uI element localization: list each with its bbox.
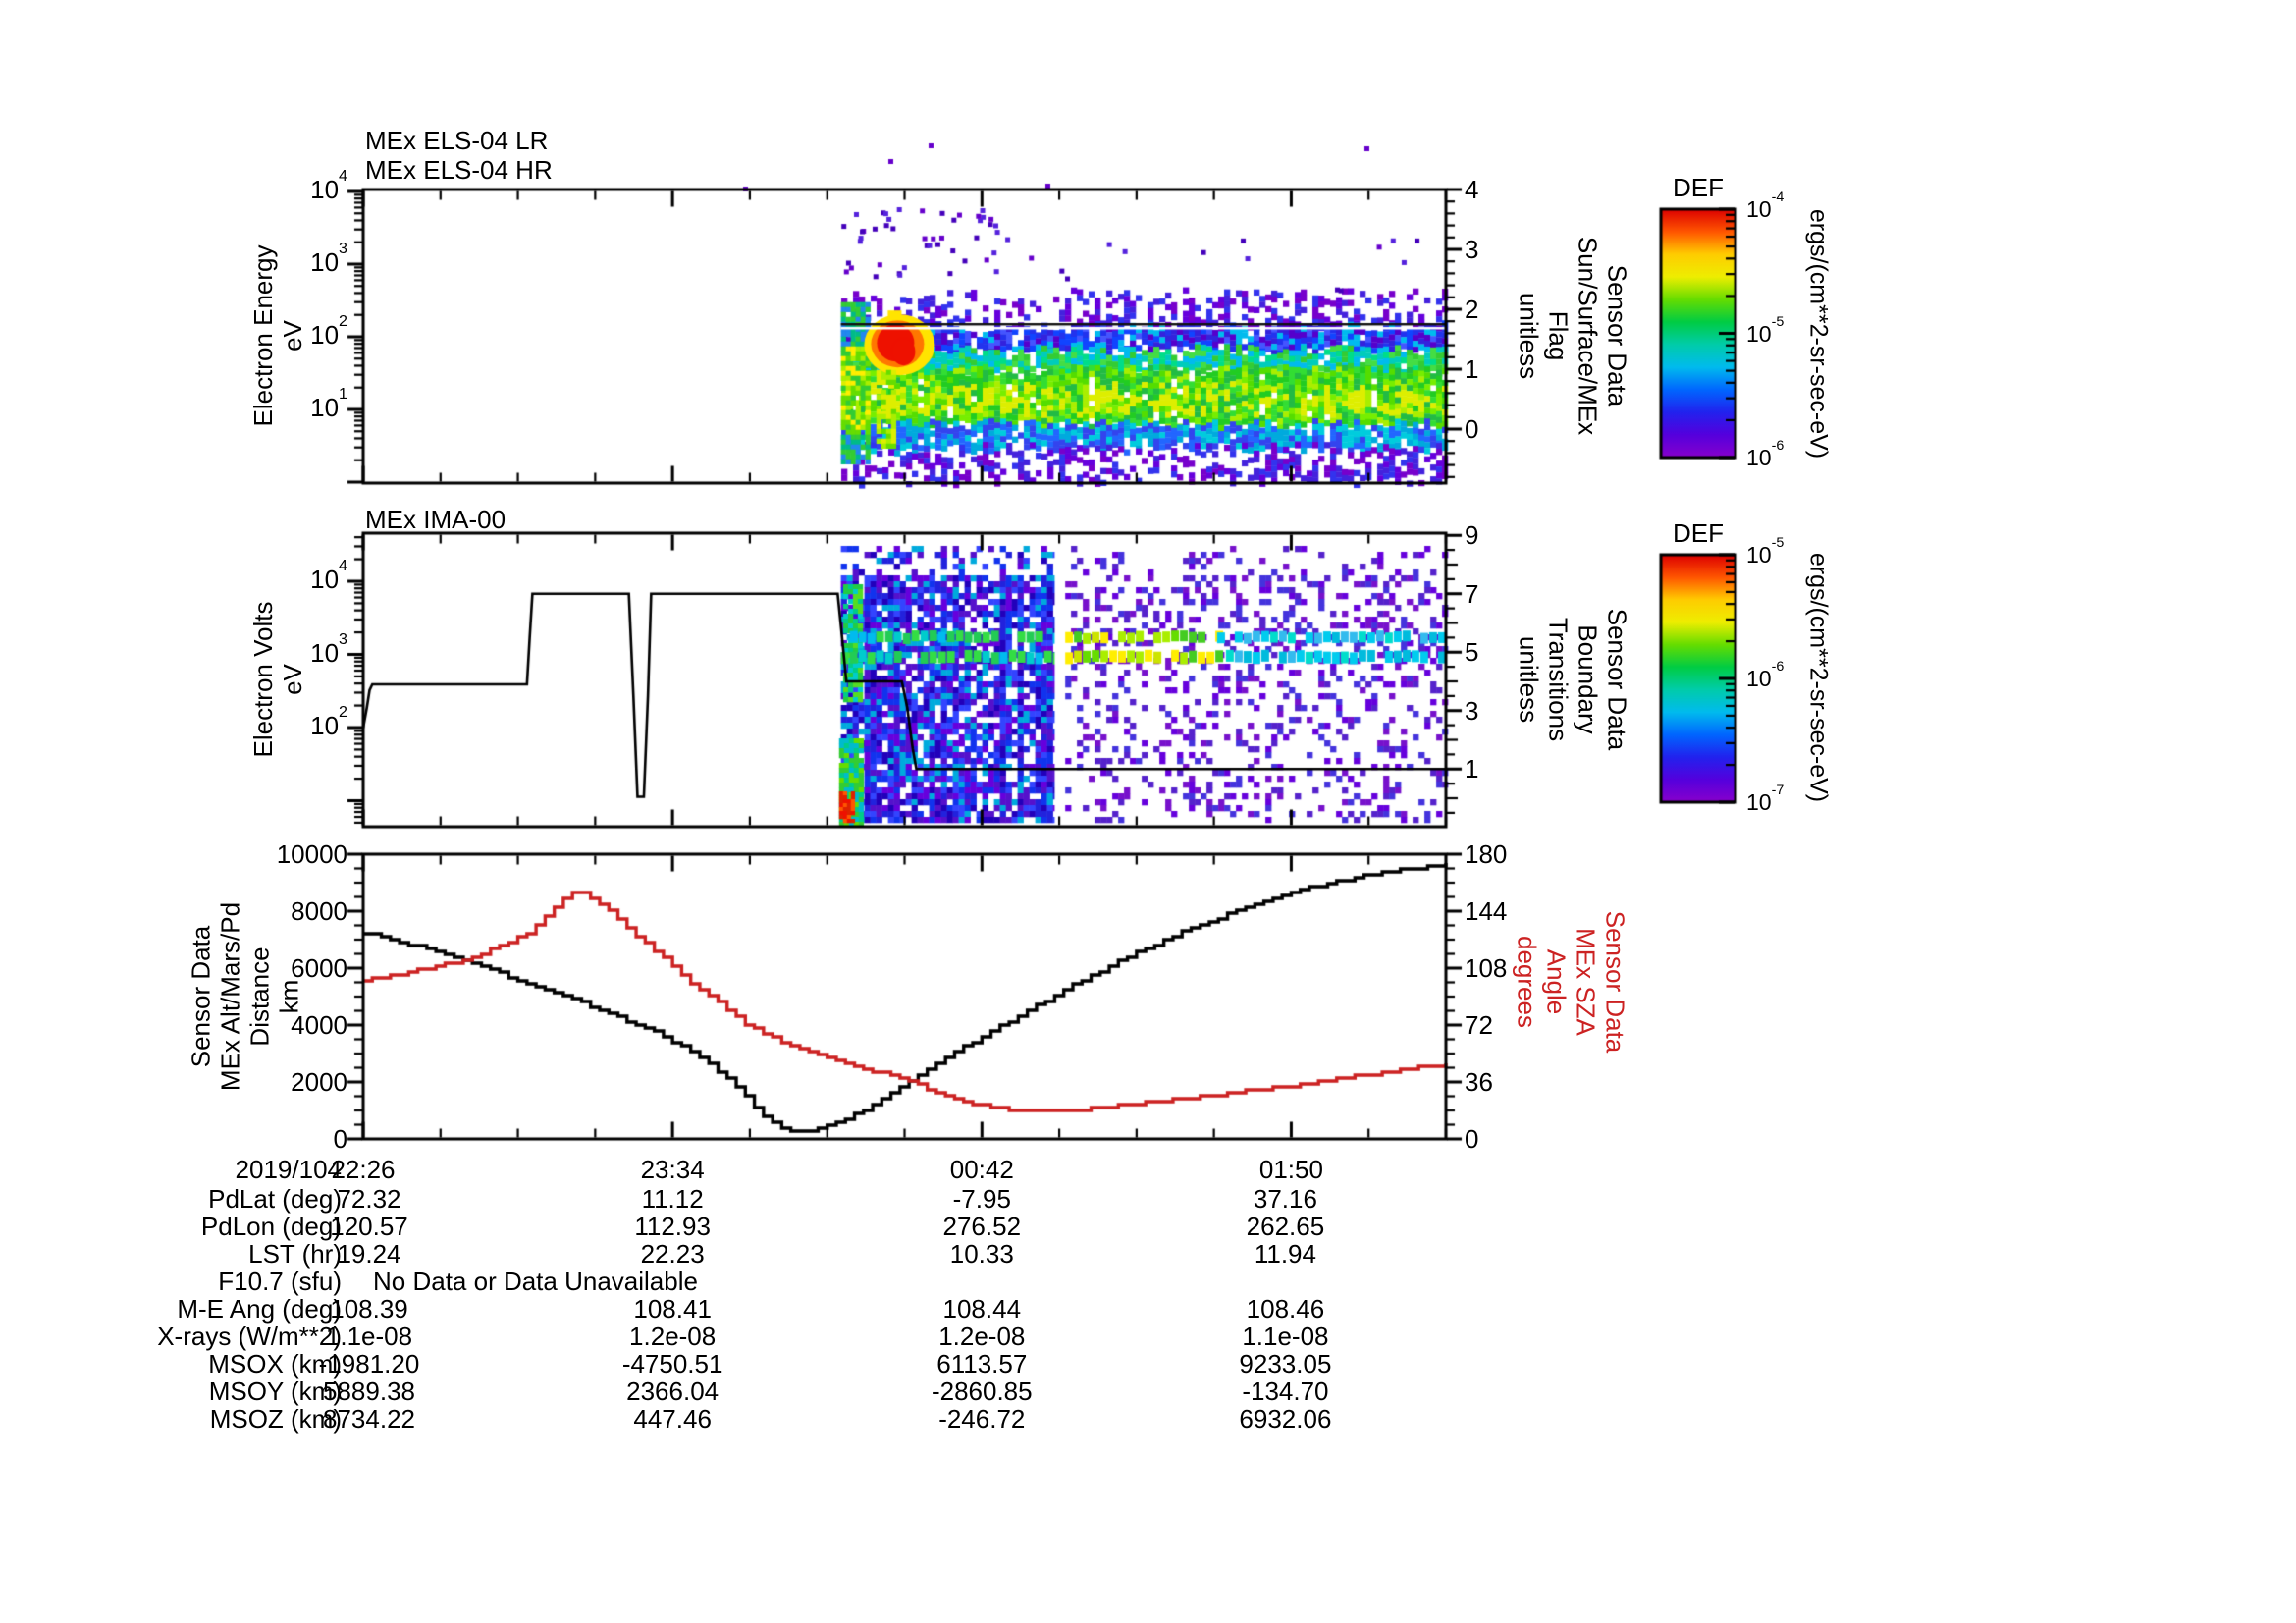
panel2-ytick-label: 104 bbox=[310, 557, 347, 594]
table-cell: 1.1e-08 bbox=[1242, 1322, 1329, 1351]
table-row-label: PdLat (deg) bbox=[208, 1184, 342, 1214]
panel3-right-tick-label: 144 bbox=[1465, 896, 1508, 926]
panel3-right-tick-label: 0 bbox=[1465, 1124, 1479, 1154]
table-cell: 6113.57 bbox=[936, 1349, 1028, 1379]
panel1-ytick-label: 103 bbox=[310, 240, 347, 277]
panel2-ytick-label: 102 bbox=[310, 703, 347, 740]
colorbar2-tick-label: 10-6 bbox=[1746, 659, 1785, 691]
panel1-title-line2: MEx ELS-04 HR bbox=[365, 155, 553, 185]
panel2-right-axis-label: Sensor Data Boundary Transitions unitles… bbox=[1513, 608, 1632, 751]
table-cell: 22.23 bbox=[640, 1239, 705, 1269]
table-row-label: MSOY (km) bbox=[208, 1377, 342, 1406]
panel1-right-tick-label: 4 bbox=[1465, 175, 1479, 204]
colorbar2-title: DEF bbox=[1673, 518, 1724, 548]
panel3-y-axis-label: Sensor Data MEx Alt/Mars/Pd Distance km bbox=[186, 901, 305, 1092]
table-cell: 276.52 bbox=[942, 1212, 1022, 1241]
panel1-right-axis-label: Sensor Data Sun/Surface/MEx Flag unitles… bbox=[1513, 236, 1632, 436]
panel1-right-tick-label: 0 bbox=[1465, 414, 1479, 444]
panel3-ytick-label: 6000 bbox=[291, 953, 347, 983]
table-row-label: X-rays (W/m**2) bbox=[157, 1322, 342, 1351]
panel2-ytick-label: 103 bbox=[310, 629, 347, 668]
panel1-right-tick-label: 1 bbox=[1465, 354, 1479, 384]
table-cell: 9233.05 bbox=[1239, 1349, 1332, 1379]
table-cell: 108.46 bbox=[1246, 1294, 1325, 1324]
date-label: 2019/104 bbox=[235, 1155, 342, 1184]
panel2-right-tick-label: 1 bbox=[1465, 754, 1479, 784]
panel2-right-tick-label: 9 bbox=[1465, 520, 1479, 551]
colorbar2-unit-label: ergs/(cm**2-sr-sec-eV) bbox=[1804, 552, 1833, 803]
table-cell: 37.16 bbox=[1253, 1184, 1317, 1214]
panel1-title-line1: MEx ELS-04 LR bbox=[365, 126, 549, 155]
table-row-label: LST (hr) bbox=[248, 1239, 342, 1269]
panel2-right-tick-label: 3 bbox=[1465, 695, 1479, 726]
table-row-label: F10.7 (sfu) bbox=[218, 1267, 342, 1296]
table-row-label: M-E Ang (deg) bbox=[177, 1294, 342, 1324]
colorbar2-tick-label: 10-5 bbox=[1746, 535, 1785, 568]
panel2-title: MEx IMA-00 bbox=[365, 505, 507, 534]
table-cell: -4750.51 bbox=[621, 1349, 723, 1379]
panel1-ytick-label: 102 bbox=[310, 312, 347, 350]
panel3-right-axis-label: Sensor Data MEx SZA Angle degrees bbox=[1511, 910, 1630, 1054]
table-cell: 112.93 bbox=[634, 1212, 711, 1241]
time-tick-label: 01:50 bbox=[1258, 1155, 1323, 1184]
colorbar1-tick-label: 10-4 bbox=[1746, 189, 1785, 222]
table-cell: 120.57 bbox=[330, 1212, 408, 1241]
panel1-right-tick-label: 3 bbox=[1465, 235, 1479, 264]
table-cell: -246.72 bbox=[938, 1404, 1026, 1434]
table-row-label: MSOX (km) bbox=[208, 1349, 342, 1379]
colorbar1-unit-label: ergs/(cm**2-sr-sec-eV) bbox=[1804, 208, 1833, 460]
table-row-label: MSOZ (km) bbox=[209, 1404, 342, 1434]
time-tick-label: 23:34 bbox=[640, 1155, 705, 1184]
table-cell: 1.2e-08 bbox=[629, 1322, 717, 1351]
time-tick-label: 22:26 bbox=[331, 1155, 396, 1184]
panel3-ytick-label: 4000 bbox=[291, 1010, 347, 1040]
table-cell: -2860.85 bbox=[931, 1377, 1033, 1406]
colorbar1-tick-label: 10-6 bbox=[1746, 438, 1785, 470]
panel3-right-tick-label: 108 bbox=[1465, 953, 1508, 983]
table-cell: 1.2e-08 bbox=[938, 1322, 1026, 1351]
panel3-ytick-label: 0 bbox=[333, 1124, 347, 1154]
table-cell: -7.95 bbox=[952, 1184, 1011, 1214]
panel3-ytick-label: 2000 bbox=[291, 1067, 347, 1097]
colorbar1-tick-label: 10-5 bbox=[1746, 313, 1785, 347]
panel3-right-tick-label: 36 bbox=[1465, 1067, 1493, 1097]
panel3-right-tick-label: 72 bbox=[1465, 1010, 1493, 1040]
panel1-ytick-label: 104 bbox=[310, 167, 347, 204]
table-row-label: PdLon (deg) bbox=[200, 1212, 342, 1241]
table-cell: 8734.22 bbox=[323, 1404, 415, 1434]
table-cell: 108.39 bbox=[330, 1294, 408, 1324]
table-cell: 108.41 bbox=[633, 1294, 712, 1324]
table-cell: 262.65 bbox=[1246, 1212, 1325, 1241]
no-data-message: No Data or Data Unavailable bbox=[373, 1267, 698, 1296]
time-tick-label: 00:42 bbox=[949, 1155, 1014, 1184]
panel3-ytick-label: 10000 bbox=[276, 839, 347, 869]
table-cell: 5889.38 bbox=[323, 1377, 415, 1406]
table-cell: -1981.20 bbox=[318, 1349, 420, 1379]
table-cell: 1.1e-08 bbox=[325, 1322, 413, 1351]
panel1-right-tick-label: 2 bbox=[1465, 295, 1479, 324]
panel1-ytick-label: 101 bbox=[310, 385, 347, 422]
panel2-right-tick-label: 7 bbox=[1465, 578, 1479, 609]
table-cell: 10.33 bbox=[949, 1239, 1014, 1269]
panel2-right-tick-label: 5 bbox=[1465, 637, 1479, 668]
table-cell: 19.24 bbox=[337, 1239, 401, 1269]
colorbar1-title: DEF bbox=[1673, 173, 1724, 202]
table-cell: 447.46 bbox=[633, 1404, 712, 1434]
table-cell: 11.94 bbox=[1254, 1239, 1316, 1269]
panel3-right-tick-label: 180 bbox=[1465, 839, 1508, 869]
table-cell: 2366.04 bbox=[626, 1377, 720, 1406]
table-cell: 11.12 bbox=[641, 1184, 704, 1214]
table-cell: 6932.06 bbox=[1239, 1404, 1332, 1434]
table-cell: 108.44 bbox=[942, 1294, 1022, 1324]
colorbar2-tick-label: 10-7 bbox=[1746, 783, 1785, 815]
table-cell: -134.70 bbox=[1242, 1377, 1329, 1406]
panel3-ytick-label: 8000 bbox=[291, 896, 347, 926]
table-cell: 72.32 bbox=[337, 1184, 401, 1214]
